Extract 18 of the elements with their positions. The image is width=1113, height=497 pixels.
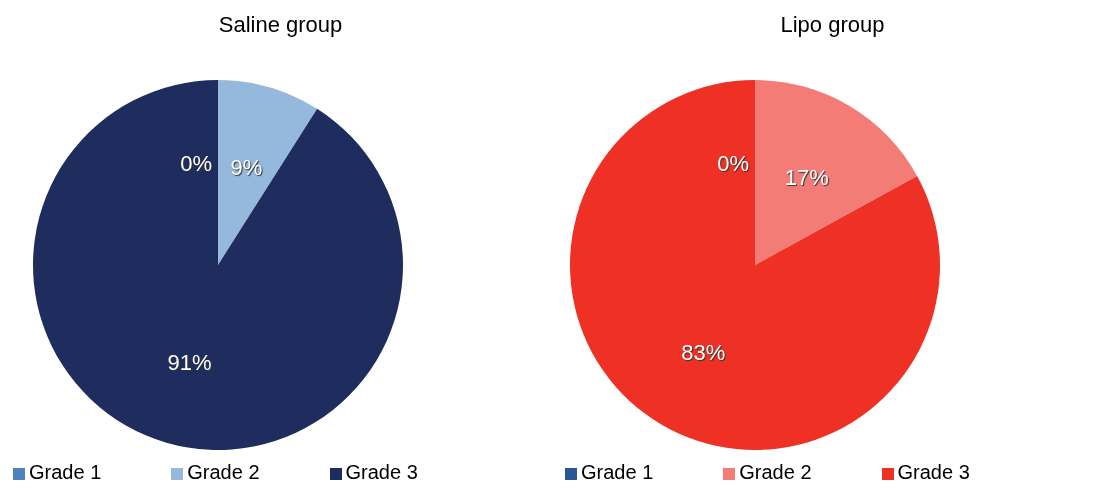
legend-label: Grade 3 xyxy=(897,461,970,483)
data-label: 91% xyxy=(167,350,212,376)
pie-slice xyxy=(755,80,918,265)
legend-label: Grade 1 xyxy=(581,461,654,483)
chart-title: Lipo group xyxy=(779,11,886,39)
text: 0% xyxy=(717,150,749,176)
pie-slice xyxy=(570,80,940,450)
chart-title: Saline group xyxy=(217,11,344,39)
text: 0% xyxy=(180,150,212,176)
data-label: 17% xyxy=(784,164,829,190)
data-label: 9% xyxy=(230,154,263,180)
legend-label: Grade 2 xyxy=(187,461,260,483)
legend-label: Grade 2 xyxy=(739,461,812,483)
legend-label: Grade 3 xyxy=(345,461,418,483)
pie-slice xyxy=(218,80,318,265)
legend-label: Grade 1 xyxy=(29,461,102,483)
pie-slice xyxy=(33,80,403,450)
data-label: 83% xyxy=(681,340,726,366)
